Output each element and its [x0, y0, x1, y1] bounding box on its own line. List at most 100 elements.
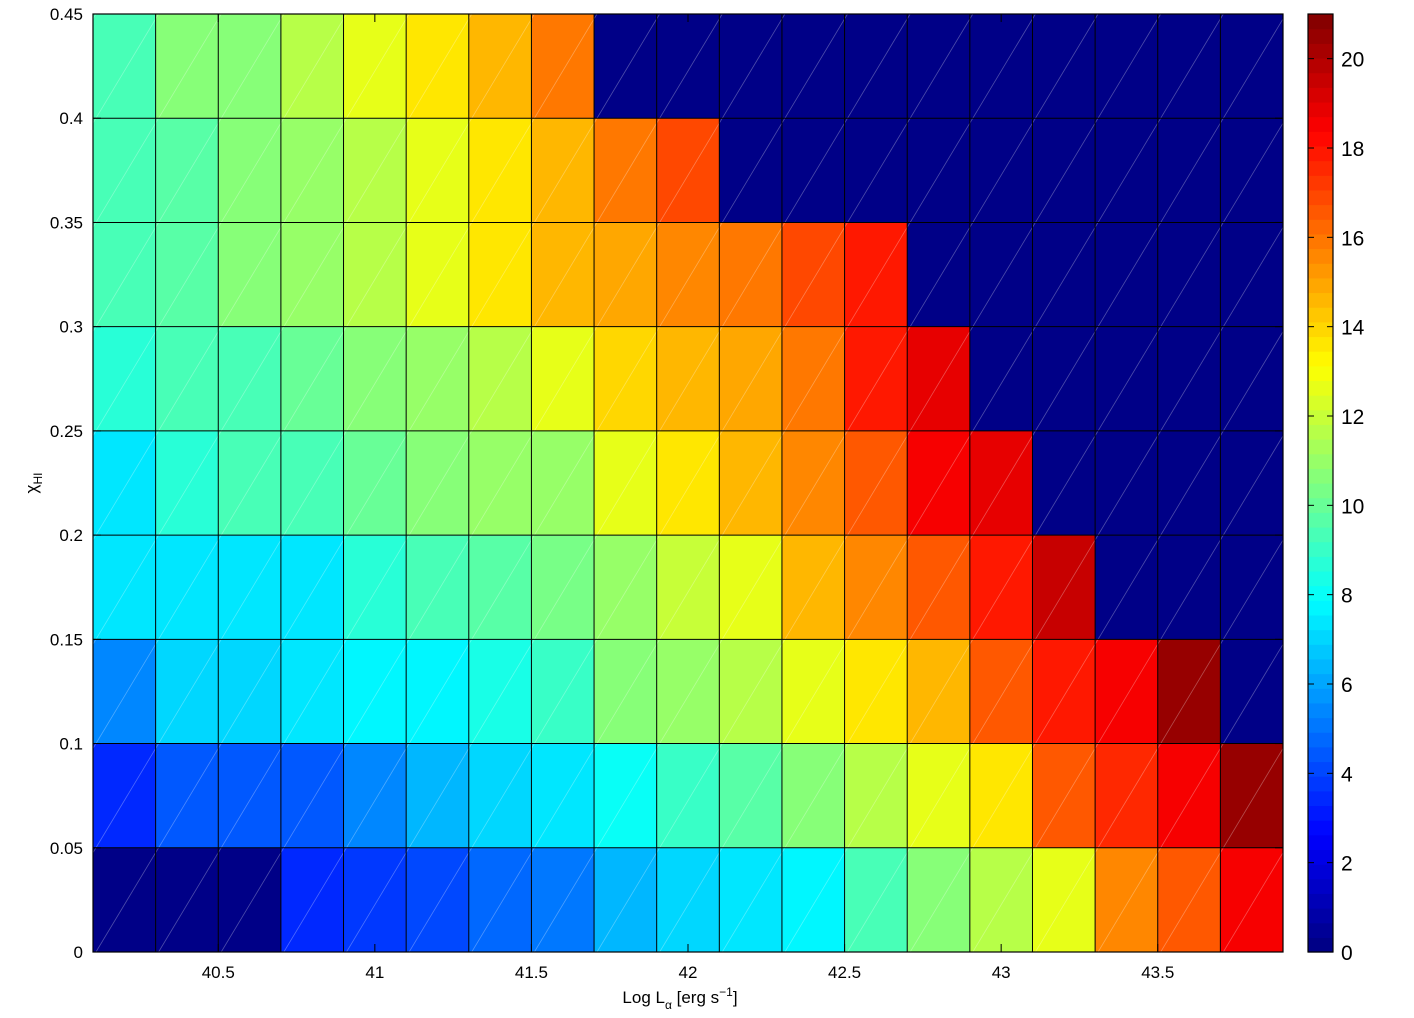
colorbar-segment — [1308, 233, 1333, 250]
heatmap-cell — [1032, 535, 1096, 640]
heatmap-cell — [907, 743, 970, 848]
heatmap-cell — [468, 639, 532, 744]
hatch-line — [721, 18, 1283, 952]
heatmap-cell — [280, 326, 344, 431]
heatmap-cell — [218, 118, 281, 223]
heatmap-cell — [406, 639, 469, 744]
heatmap-cell — [594, 847, 657, 952]
colorbar-segment — [1308, 189, 1333, 206]
heatmap-cell — [531, 222, 595, 327]
colorbar-segment — [1308, 219, 1333, 235]
colorbar-segment — [1308, 570, 1333, 587]
heatmap-cell — [1157, 535, 1221, 640]
heatmap-cell — [155, 430, 219, 536]
colorbar-segment — [1308, 101, 1333, 118]
hatch-line — [93, 14, 285, 333]
heatmap-cell — [719, 326, 782, 431]
heatmap-cell — [155, 326, 219, 431]
heatmap-cell — [969, 118, 1033, 223]
colorbar-segment — [1308, 790, 1333, 807]
heatmap-cell — [1095, 118, 1158, 223]
hatch-line — [158, 14, 723, 952]
colorbar-segment — [1308, 351, 1333, 367]
x-tick-label: 41.5 — [515, 963, 548, 982]
heatmap-cell — [656, 743, 720, 848]
hatch-line — [659, 14, 1224, 952]
heatmap-cell — [531, 639, 595, 744]
colorbar-tick-label: 8 — [1341, 585, 1353, 608]
colorbar-segment — [1308, 72, 1333, 88]
heatmap-cell — [781, 639, 845, 744]
heatmap-cell — [531, 118, 595, 223]
heatmap-cell — [93, 847, 156, 952]
heatmap-cell — [594, 222, 657, 327]
colorbar-segment — [1308, 395, 1333, 411]
heatmap-cell — [656, 118, 720, 223]
colorbar-segment — [1308, 908, 1333, 924]
heatmap-cell — [406, 326, 469, 431]
heatmap-cell — [969, 326, 1033, 431]
heatmap-cell — [93, 639, 156, 744]
colorbar-tick-label: 12 — [1341, 406, 1364, 429]
heatmap-cell — [93, 222, 156, 327]
heatmap-cell — [656, 430, 720, 536]
colorbar-tick-label: 18 — [1341, 138, 1364, 161]
colorbar-segment — [1308, 688, 1333, 704]
heatmap-cell — [1032, 118, 1096, 223]
colorbar-segment — [1308, 307, 1333, 323]
hatch-line — [408, 14, 974, 952]
heatmap-cell — [907, 430, 970, 536]
heatmap-cell — [468, 430, 532, 536]
heatmap-cell — [155, 222, 219, 327]
colorbar-segment — [1308, 658, 1333, 675]
heatmap-cell — [1157, 639, 1221, 744]
heatmap-cell — [280, 639, 344, 744]
heatmap-cell — [280, 430, 344, 536]
heatmap-cell — [656, 326, 720, 431]
colorbar-tick-label: 2 — [1341, 853, 1353, 876]
heatmap-cell — [719, 14, 782, 119]
hatch-line — [1160, 747, 1283, 952]
heatmap-cell — [468, 118, 532, 223]
hatch-overlay — [93, 14, 1283, 952]
colorbar-frame — [1307, 13, 1334, 953]
heatmap-cell — [594, 326, 657, 431]
colorbar-segment — [1308, 922, 1333, 938]
heatmap-cell — [468, 743, 532, 848]
heatmap-cell — [1220, 222, 1283, 327]
colorbar-segment — [1308, 131, 1333, 147]
colorbar-segment — [1308, 439, 1333, 455]
heatmap-cell — [406, 743, 469, 848]
heatmap-cell — [1220, 743, 1283, 848]
heatmap-cell — [844, 430, 908, 536]
heatmap-cell — [531, 326, 595, 431]
heatmap-cell — [969, 639, 1033, 744]
heatmap-cell — [656, 639, 720, 744]
colorbar-segment — [1308, 409, 1333, 425]
x-axis-label: Log Lα [erg s−1] — [622, 985, 737, 1012]
heatmap-cell — [1157, 326, 1221, 431]
heatmap-cell — [907, 847, 970, 952]
heatmap-cell — [781, 14, 845, 119]
hatch-line — [220, 14, 786, 952]
heatmap-cell — [969, 535, 1033, 640]
x-tick-label: 43 — [992, 963, 1011, 982]
colorbar-segment — [1308, 820, 1333, 836]
y-tick-label: 0.4 — [59, 109, 83, 128]
colorbar-segment — [1308, 483, 1333, 499]
colorbar-segment — [1308, 673, 1333, 689]
colorbar-tick-label: 4 — [1341, 763, 1353, 786]
heatmap-cell — [1157, 118, 1221, 223]
colorbar-segment — [1308, 805, 1333, 821]
heatmap-cell — [1032, 222, 1096, 327]
colorbar-segment — [1308, 732, 1333, 748]
heatmap-cell — [1220, 430, 1283, 536]
hatch-line — [471, 14, 1036, 952]
hatch-line — [93, 14, 535, 750]
heatmap-cell — [93, 535, 156, 640]
colorbar-segment — [1308, 761, 1333, 777]
heatmap-cell — [280, 118, 344, 223]
heatmap-cell — [1032, 743, 1096, 848]
heatmap-cell — [781, 118, 845, 223]
